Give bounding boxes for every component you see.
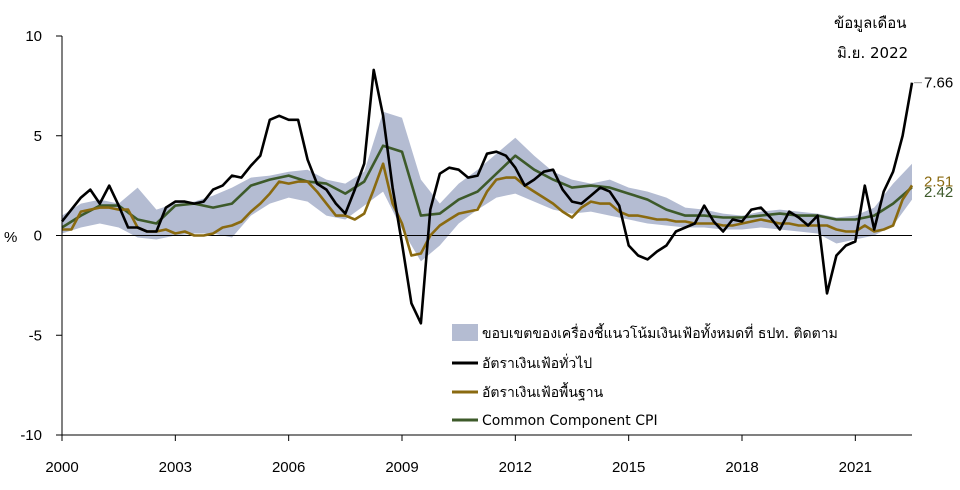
indicator-range-band [62, 111, 912, 262]
y-tick-label: 5 [34, 128, 42, 145]
y-tick-label: 0 [34, 228, 42, 245]
headline-series-line [60, 68, 914, 325]
legend: ขอบเขตของเครื่องชี้แนวโน้มเงินเฟ้อทั้งหม… [452, 323, 838, 429]
core-end-value: 2.51 [924, 173, 953, 190]
date-note-line-2: มิ.ย. 2022 [837, 44, 908, 62]
legend-label-headline: อัตราเงินเฟ้อทั่วไป [482, 354, 592, 372]
core-series-line [62, 162, 914, 257]
legend-swatch-band [452, 324, 478, 341]
y-tick-label: 10 [25, 28, 42, 45]
y-tick-labels: 10 5 0 -5 -10 [20, 28, 42, 444]
headline-end-value: 7.66 [924, 75, 953, 92]
axis-layer [56, 35, 912, 441]
y-tick-label: -10 [20, 427, 42, 444]
x-tick-label: 2021 [839, 459, 872, 476]
x-tick-label: 2006 [272, 459, 305, 476]
x-tick-label: 2000 [45, 459, 78, 476]
y-tick-label: -5 [29, 327, 42, 344]
date-note-line-1: ข้อมูลเดือน [834, 14, 906, 32]
common-series-line [61, 144, 913, 229]
legend-label-common: Common Component CPI [482, 413, 658, 429]
x-tick-label: 2015 [612, 459, 645, 476]
x-tick-labels: 2000 2003 2006 2009 2012 2015 2018 2021 [45, 459, 872, 476]
x-tick-label: 2003 [159, 459, 192, 476]
series-layer [60, 68, 914, 325]
x-tick-label: 2012 [499, 459, 532, 476]
legend-label-core: อัตราเงินเฟ้อพื้นฐาน [482, 382, 604, 401]
end-value-labels: 7.66 2.512.42 [914, 75, 953, 201]
band-layer [62, 111, 912, 262]
common-end-value: 2.42 [924, 184, 953, 201]
x-tick-label: 2018 [725, 459, 758, 476]
date-note: ข้อมูลเดือน มิ.ย. 2022 [834, 14, 908, 62]
y-axis-label: % [4, 229, 17, 246]
x-tick-label: 2009 [385, 459, 418, 476]
legend-label-band: ขอบเขตของเครื่องชี้แนวโน้มเงินเฟ้อทั้งหม… [482, 323, 838, 342]
